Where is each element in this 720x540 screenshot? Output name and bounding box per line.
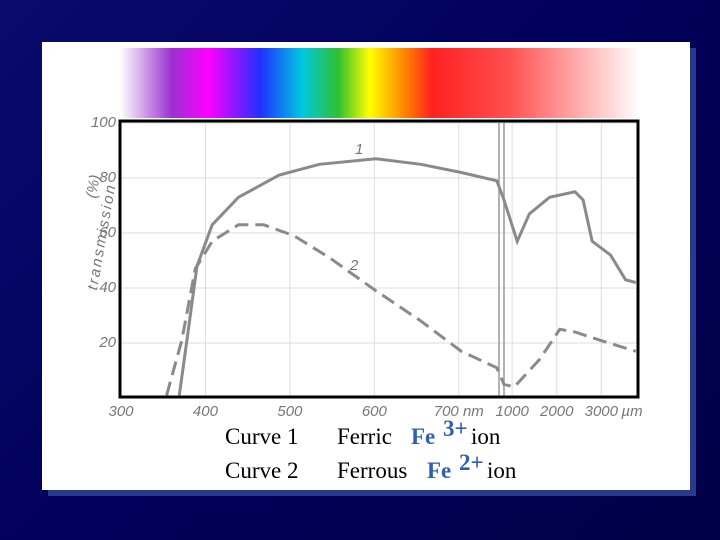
- y-tick-label: 80: [99, 169, 116, 186]
- y-tick-label: 60: [99, 224, 116, 241]
- caption-suffix: ion: [487, 458, 517, 483]
- caption-name: Ferric: [337, 424, 392, 449]
- y-tick-label: 20: [98, 334, 116, 351]
- curve-label: 1: [355, 141, 363, 158]
- x-tick-label: 3000: [585, 403, 619, 420]
- curve: [165, 223, 637, 396]
- x-tick-label: 300: [108, 403, 134, 420]
- y-axis-unit: (%): [83, 173, 104, 199]
- caption-ion: Fe: [411, 424, 435, 449]
- caption-suffix: ion: [471, 424, 501, 449]
- caption-curve: Curve 2: [225, 458, 298, 483]
- curve: [177, 157, 637, 396]
- caption-name: Ferrous: [337, 458, 407, 483]
- plot-frame: [118, 119, 640, 399]
- x-tick-label: 500: [277, 403, 303, 420]
- spectrum-strip: [120, 48, 640, 118]
- caption-charge: 2+: [459, 450, 484, 475]
- x-tick-label: 700 nm: [434, 403, 484, 420]
- x-tick-label: 1000: [495, 403, 529, 420]
- x-tick-label: 400: [193, 403, 219, 420]
- x-tick-label: 2000: [539, 403, 574, 420]
- x-unit: µm: [621, 403, 642, 420]
- caption-curve: Curve 1: [225, 424, 298, 449]
- curve-label: 2: [349, 257, 359, 274]
- y-tick-label: 40: [99, 279, 116, 296]
- y-tick-label: 100: [91, 114, 117, 131]
- caption-charge: 3+: [443, 416, 468, 441]
- x-tick-label: 600: [362, 403, 388, 420]
- caption-ion: Fe: [427, 458, 451, 483]
